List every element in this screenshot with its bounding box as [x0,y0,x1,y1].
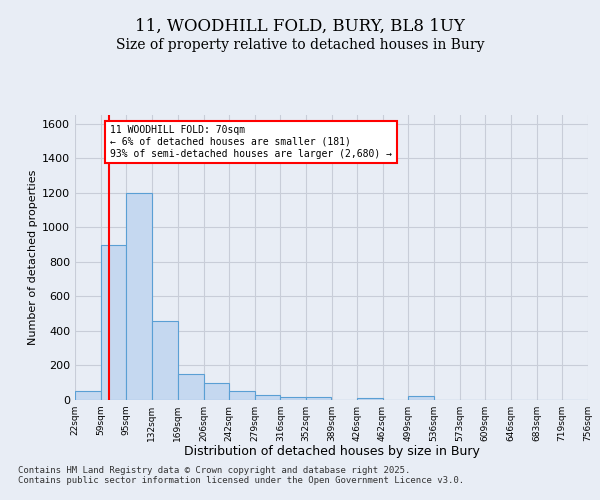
Text: Contains HM Land Registry data © Crown copyright and database right 2025.
Contai: Contains HM Land Registry data © Crown c… [18,466,464,485]
Bar [254,395,280,400]
Bar [280,396,305,400]
Bar [75,392,101,400]
Text: 11, WOODHILL FOLD, BURY, BL8 1UY: 11, WOODHILL FOLD, BURY, BL8 1UY [135,18,465,34]
Bar [178,374,203,400]
Text: Size of property relative to detached houses in Bury: Size of property relative to detached ho… [116,38,484,52]
Y-axis label: Number of detached properties: Number of detached properties [28,170,38,345]
Bar [126,192,152,400]
Bar [409,396,434,400]
Bar [203,382,229,400]
Bar [101,244,126,400]
Bar [358,398,383,400]
X-axis label: Distribution of detached houses by size in Bury: Distribution of detached houses by size … [184,446,479,458]
Text: 11 WOODHILL FOLD: 70sqm
← 6% of detached houses are smaller (181)
93% of semi-de: 11 WOODHILL FOLD: 70sqm ← 6% of detached… [110,126,392,158]
Bar [152,320,178,400]
Bar [229,392,254,400]
Bar [305,398,331,400]
